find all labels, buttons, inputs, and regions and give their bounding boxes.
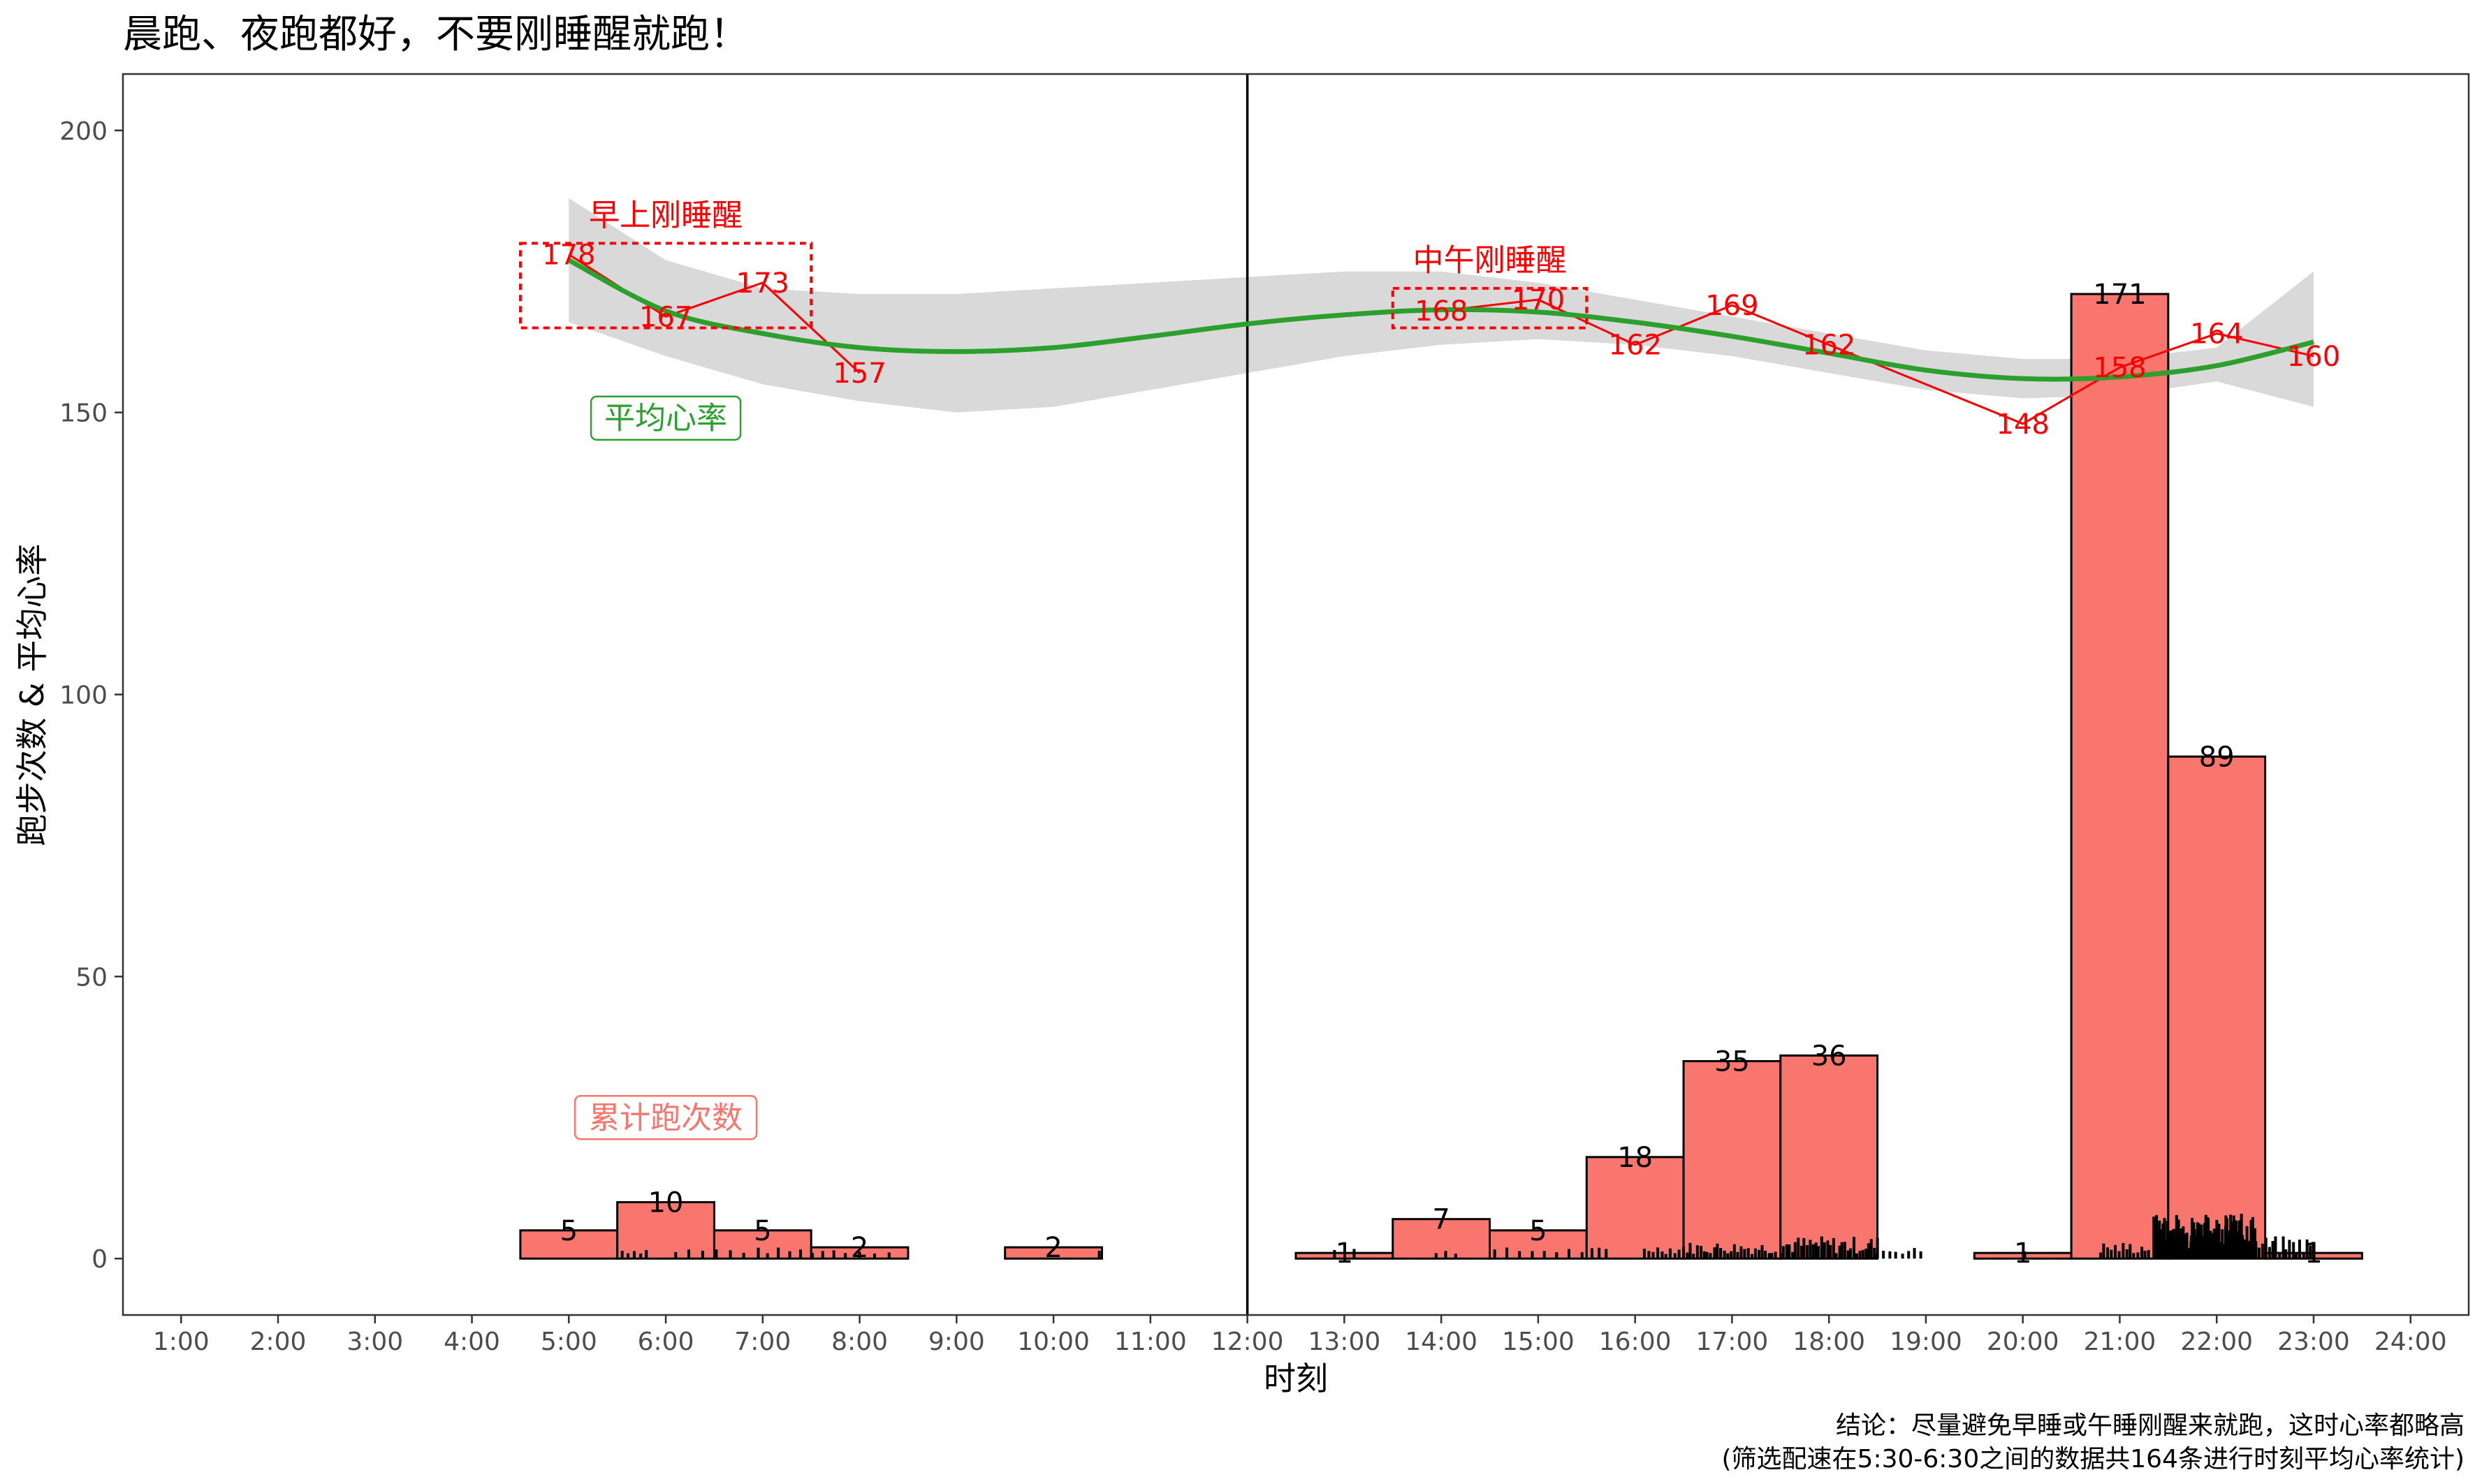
bar-10: [1004, 1246, 1103, 1260]
x-tick-label: 15:00: [1502, 1328, 1575, 1356]
x-tick-label: 24:00: [2374, 1328, 2447, 1356]
bar-label-16: 18: [1617, 1142, 1653, 1174]
bar-22: [2167, 755, 2267, 1260]
bar-18: [1779, 1054, 1879, 1260]
x-tick-label: 16:00: [1599, 1328, 1672, 1356]
highlight-box-2: [1391, 286, 1589, 330]
heart-rate-label-8: 157: [833, 358, 886, 390]
heart-rate-label-20: 148: [1996, 409, 2050, 441]
heart-rate-labels-layer: 178 167 173 157 168 170 162 169 162 148 158 164 160: [542, 239, 2340, 440]
smooth-trend-line: [567, 258, 2314, 382]
bar-6: [616, 1200, 715, 1260]
x-tick-label: 22:00: [2180, 1328, 2253, 1356]
heart-rate-label-14: 168: [1415, 295, 1468, 328]
y-axis-title: 跑步次数 & 平均心率: [13, 543, 51, 846]
x-tick-label: 19:00: [1890, 1328, 1962, 1356]
bar-label-22: 89: [2199, 741, 2235, 773]
heart-rate-label-16: 162: [1608, 330, 1661, 362]
y-tick-label: 200: [59, 117, 108, 146]
x-tick-label: 1:00: [153, 1328, 210, 1356]
y-tick-label: 0: [92, 1245, 108, 1274]
heart-rate-label-21: 158: [2093, 352, 2146, 384]
x-tick-label: 13:00: [1308, 1328, 1381, 1356]
x-tick-label: 6:00: [638, 1328, 694, 1356]
confidence-band-layer: [569, 198, 2314, 413]
y-tick-label: 100: [59, 682, 108, 710]
x-tick-label: 20:00: [1987, 1328, 2059, 1356]
heart-rate-label-23: 160: [2287, 341, 2340, 373]
x-tick-label: 12:00: [1211, 1328, 1284, 1356]
x-tick-label: 17:00: [1696, 1328, 1769, 1356]
bar-label-5: 5: [560, 1215, 578, 1247]
heart-rate-label-7: 173: [736, 267, 789, 300]
heart-rate-label-5: 178: [542, 239, 595, 271]
bar-label-18: 36: [1811, 1040, 1847, 1072]
x-tick-label: 2:00: [250, 1328, 307, 1356]
x-tick-label: 5:00: [541, 1328, 597, 1356]
x-tick-label: 14:00: [1405, 1328, 1477, 1356]
y-tick-label: 150: [59, 399, 108, 428]
caption-line-2: (筛选配速在5:30-6:30之间的数据共164条进行时刻平均心率统计): [1722, 1445, 2465, 1474]
caption-line-1: 结论：尽量避免早睡或午睡刚醒来就跑，这时心率都略高: [1836, 1411, 2465, 1440]
annotation-label-1: 早上刚睡醒: [589, 198, 743, 233]
confidence-band: [569, 198, 2314, 413]
highlight-box-1: [518, 242, 813, 330]
y-tick-label: 50: [75, 963, 108, 992]
chart-title: 晨跑、夜跑都好，不要刚睡醒就跑！: [123, 12, 749, 57]
bar-label-21: 171: [2093, 279, 2146, 311]
highlight-boxes-layer: [518, 242, 1589, 330]
x-tick-label: 18:00: [1793, 1328, 1865, 1356]
bar-label-6: 10: [648, 1187, 684, 1219]
x-tick-label: 7:00: [734, 1328, 791, 1356]
heart-rate-label-6: 167: [639, 301, 692, 333]
x-axis: 1:00 2:00 3:00 4:00 5:00 6:00 7:00 8:00 9:00 10:0…: [153, 1315, 2447, 1356]
bar-14: [1392, 1218, 1491, 1260]
bar-label-20: 1: [2014, 1237, 2031, 1270]
bar-label-23: 1: [2305, 1237, 2322, 1270]
x-tick-label: 10:00: [1017, 1328, 1090, 1356]
y-axis: 0 50 100 150 200: [59, 117, 123, 1274]
x-tick-label: 8:00: [831, 1328, 888, 1356]
bar-21: [2070, 293, 2170, 1260]
annotation-box-3: [590, 395, 742, 441]
smooth-line-layer: [567, 258, 2314, 382]
heart-rate-label-18: 162: [1802, 330, 1855, 362]
bars-layer: [519, 293, 2363, 1260]
bar-16: [1585, 1156, 1685, 1260]
x-tick-label: 23:00: [2277, 1328, 2350, 1356]
heart-rate-label-15: 170: [1512, 284, 1565, 316]
bar-label-8: 2: [851, 1232, 868, 1264]
bar-label-10: 2: [1044, 1232, 1062, 1264]
annotation-label-3: 平均心率: [604, 401, 727, 436]
bar-label-15: 5: [1529, 1215, 1547, 1247]
bar-label-17: 35: [1714, 1046, 1750, 1078]
x-axis-title: 时刻: [1264, 1360, 1328, 1397]
bar-labels-layer: 5 10 5 2 2 1 7 5 18 35 36 1 171 89 1: [560, 279, 2323, 1270]
x-tick-label: 11:00: [1114, 1328, 1187, 1356]
x-tick-label: 3:00: [346, 1328, 403, 1356]
annotation-box-4: [574, 1095, 758, 1140]
bar-label-14: 7: [1432, 1204, 1450, 1236]
annotation-label-2: 中午刚睡醒: [1413, 243, 1567, 279]
bar-17: [1682, 1060, 1782, 1260]
x-tick-label: 4:00: [444, 1328, 500, 1356]
x-tick-label: 9:00: [928, 1328, 985, 1356]
x-tick-label: 21:00: [2084, 1328, 2156, 1356]
rug-layer: [620, 1214, 2315, 1259]
annotation-label-4: 累计跑次数: [589, 1100, 743, 1136]
heart-rate-label-17: 169: [1705, 290, 1758, 322]
bar-label-7: 5: [754, 1215, 771, 1247]
bar-label-13: 1: [1336, 1237, 1353, 1270]
heart-rate-label-22: 164: [2190, 318, 2243, 351]
bar-5: [519, 1229, 619, 1260]
